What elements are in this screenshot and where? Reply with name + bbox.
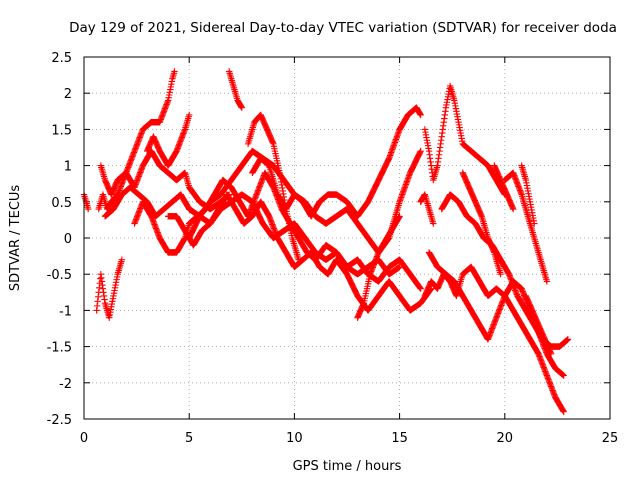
x-tick-label: 0 [80,431,88,446]
chart-title: Day 129 of 2021, Sidereal Day-to-day VTE… [69,20,617,36]
series-track-7 [143,111,193,169]
y-tick-label: -1.5 [47,341,72,356]
data-point [396,213,403,220]
y-tick-label: -1 [59,304,72,319]
series-track-12 [249,104,424,220]
data-point [238,104,245,111]
x-tick-label: 5 [185,431,193,446]
x-tick-label: 15 [391,431,408,446]
data-point [560,408,567,415]
data-point [118,256,126,263]
data-point [295,256,302,263]
x-tick-label: 25 [602,431,619,446]
data-point [171,68,178,75]
data-point [85,205,92,213]
y-tick-label: 0 [64,232,72,247]
series-track-10 [225,68,245,111]
x-tick-label: 10 [286,431,303,446]
series-track-17 [425,249,567,379]
series-track-2 [93,256,126,321]
y-tick-label: 2 [64,87,72,102]
y-tick-label: 1 [64,160,72,175]
data-point [543,278,551,285]
y-tick-label: 0.5 [51,196,72,211]
data-point [430,220,437,227]
series-track-22 [518,162,538,227]
data-point [547,350,555,358]
series-track-20 [491,162,517,213]
data-point [186,111,193,119]
y-tick-label: -2 [59,377,72,392]
series-track-15 [421,82,508,198]
data-point [510,205,517,213]
series-track-23 [522,292,555,358]
data-point [417,147,424,155]
series-track-18 [438,191,572,350]
data-markers [80,68,572,415]
series-track-13 [354,213,403,321]
x-tick-labels: 0 5 10 15 20 25 [80,431,618,446]
series-track-21 [501,169,551,285]
data-point [497,271,504,278]
x-tick-label: 20 [497,431,514,446]
data-point [531,220,538,227]
y-tick-label: -2.5 [47,413,72,428]
y-tick-label: -0.5 [47,268,72,283]
x-axis-label: GPS time / hours [293,459,402,474]
data-point [417,285,424,292]
series-track-6 [131,169,424,292]
data-point [564,336,572,343]
data-point [417,111,424,119]
y-tick-label: 2.5 [51,51,72,66]
y-tick-labels: -2.5 -2 -1.5 -1 -0.5 0 0.5 1 1.5 2 2.5 [47,51,72,428]
y-tick-label: 1.5 [51,123,72,138]
y-axis-label: SDTVAR / TECUs [8,185,23,292]
series-track-19 [459,169,504,278]
data-point [560,372,567,379]
plot-frame [83,56,611,420]
series-track-14 [417,191,437,227]
